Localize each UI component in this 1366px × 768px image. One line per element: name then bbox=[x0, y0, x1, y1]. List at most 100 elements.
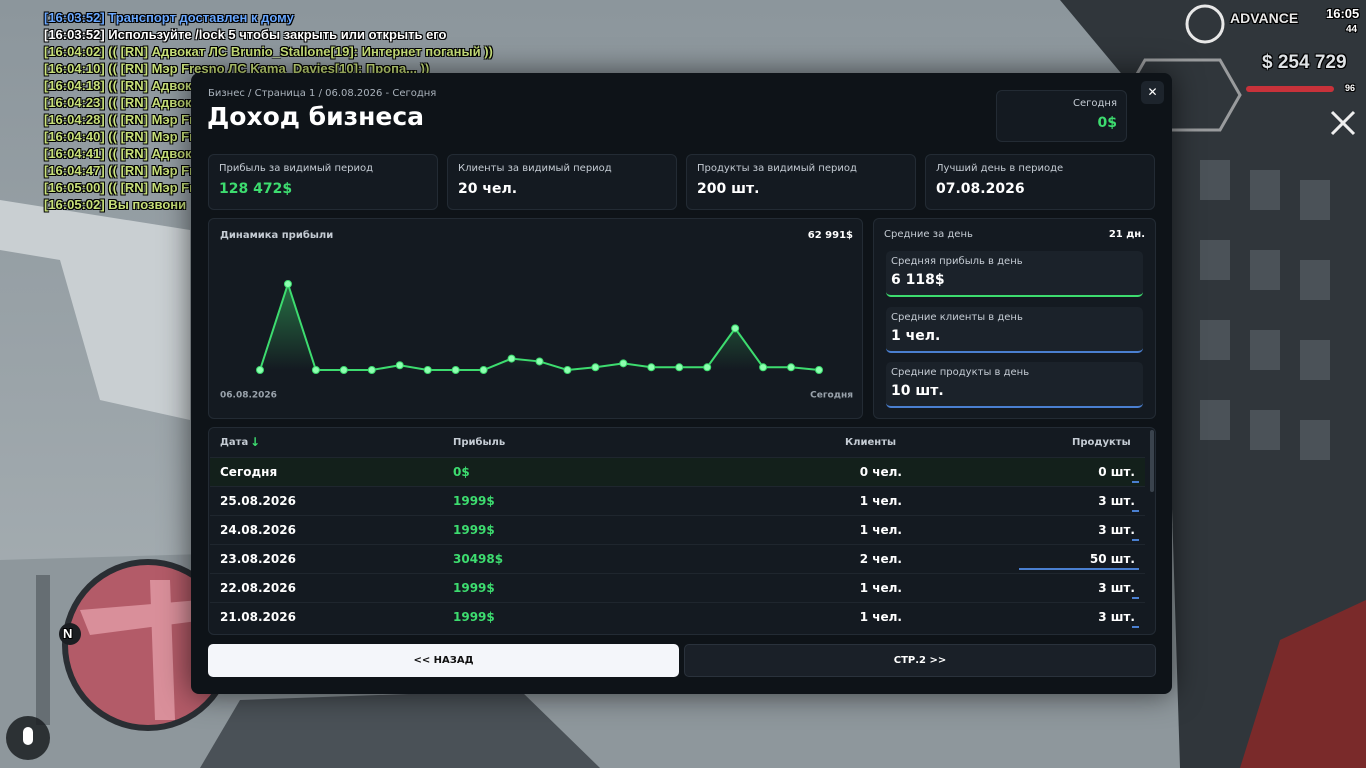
table-row: 24.08.2026 1999$ 1 чел. 3 шт. bbox=[210, 515, 1145, 545]
profit-point bbox=[395, 361, 404, 370]
online: 44 bbox=[1346, 24, 1358, 35]
column-header: Прибыль bbox=[453, 437, 506, 448]
products-bar bbox=[1132, 481, 1139, 483]
average-label: Средние клиенты в день bbox=[891, 311, 1023, 323]
chat-line: [16:04:23] (( [RN] Адвок bbox=[44, 95, 192, 110]
profit-point bbox=[563, 366, 572, 374]
average-label: Средняя прибыль в день bbox=[891, 256, 1023, 267]
date: 25.08.2026 bbox=[220, 494, 296, 508]
stat-card: Продукты за видимый период 200 шт. bbox=[686, 154, 916, 210]
chat-line: [16:04:18] (( [RN] Адвок bbox=[44, 78, 192, 93]
chat-line: [16:04:28] (( [RN] Мэр Fr bbox=[44, 112, 195, 127]
chat-line: [16:04:10] (( [RN] Мэр Fresno ЛС Kama_Da… bbox=[44, 61, 430, 76]
chat-line: [16:03:52] Транспорт доставлен к дому bbox=[44, 10, 294, 25]
profit-point bbox=[367, 366, 376, 374]
average-value: 10 шт. bbox=[891, 383, 944, 399]
average-label: Средние продукты в день bbox=[891, 367, 1030, 378]
profit: 1999$ bbox=[453, 610, 495, 624]
clients: 1 чел. bbox=[859, 610, 902, 624]
chat-line: [16:05:00] (( [RN] Мэр Fr bbox=[44, 180, 195, 195]
stat-value: 20 чел. bbox=[458, 181, 518, 197]
products: 3 шт. bbox=[1098, 494, 1135, 508]
chat-line: [16:04:47] (( [RN] Мэр Fr bbox=[44, 163, 195, 178]
profit-point bbox=[451, 366, 460, 374]
date: Сегодня bbox=[220, 465, 278, 479]
table-row: 21.08.2026 1999$ 1 чел. 3 шт. bbox=[210, 602, 1145, 632]
date: 21.08.2026 bbox=[220, 610, 296, 624]
table-row: 22.08.2026 1999$ 1 чел. 3 шт. bbox=[210, 573, 1145, 603]
products-bar bbox=[1131, 539, 1139, 541]
profit-point bbox=[647, 363, 656, 372]
profit-point bbox=[479, 366, 488, 374]
products-bar bbox=[1131, 510, 1139, 512]
profit-point bbox=[759, 363, 768, 372]
stat-label: Клиенты за видимый период bbox=[458, 163, 612, 174]
products-bar bbox=[1019, 568, 1139, 570]
x-tick-label: Сегодня bbox=[810, 391, 853, 401]
chart-panel: Динамика прибыли 62 991$ 06.08.2026 Сегод… bbox=[208, 218, 863, 419]
stat-label: Прибыль за видимый период bbox=[219, 163, 374, 174]
business-income-modal: Бизнес / Страница 1 / 06.08.2026 - Сегод… bbox=[191, 73, 1172, 694]
stat-value: 07.08.2026 bbox=[936, 181, 1025, 197]
profit-point bbox=[535, 357, 544, 366]
products: 3 шт. bbox=[1098, 610, 1135, 624]
stat-value: 128 472$ bbox=[219, 181, 293, 197]
sort-indicator: ↓ bbox=[250, 435, 261, 449]
today-box: Сегодня 0$ bbox=[996, 90, 1127, 142]
server-name: ADVANCE bbox=[1230, 10, 1299, 26]
modal-title: Доход бизнеса bbox=[207, 102, 425, 131]
chat-line: [16:05:02] Вы позвони bbox=[44, 197, 187, 212]
profit-point bbox=[507, 354, 516, 363]
average-card: Средняя прибыль в день 6 118$ bbox=[886, 251, 1143, 297]
x-tick-label: 06.08.2026 bbox=[220, 391, 277, 401]
products: 50 шт. bbox=[1089, 552, 1135, 566]
chat: [16:03:52] Транспорт доставлен к дому [16… bbox=[44, 10, 493, 214]
products: 3 шт. bbox=[1098, 523, 1135, 537]
chart-title: Динамика прибыли bbox=[220, 229, 333, 241]
clients: 1 чел. bbox=[859, 581, 902, 595]
compass: N bbox=[63, 626, 73, 641]
table-row: 25.08.2026 1999$ 1 чел. 3 шт. bbox=[210, 486, 1145, 516]
profit: 1999$ bbox=[453, 523, 495, 537]
profit: 1999$ bbox=[453, 494, 495, 508]
profit-point bbox=[423, 366, 432, 374]
next-button[interactable]: СТР.2 >> bbox=[684, 644, 1156, 677]
column-header: Клиенты bbox=[845, 437, 897, 448]
stat-value: 200 шт. bbox=[697, 181, 760, 197]
table-row: Сегодня 0$ 0 чел. 0 шт. bbox=[210, 457, 1145, 487]
averages-title: Средние за день bbox=[884, 229, 973, 240]
average-card: Средние продукты в день 10 шт. bbox=[886, 362, 1143, 408]
profit-point bbox=[703, 363, 712, 372]
stat-card: Прибыль за видимый период 128 472$ bbox=[208, 154, 438, 210]
profit-chart: Динамика прибыли 62 991$ 06.08.2026 Сегод… bbox=[220, 229, 853, 401]
clients: 2 чел. bbox=[859, 552, 902, 566]
stat-card: Клиенты за видимый период 20 чел. bbox=[447, 154, 677, 210]
chat-line: [16:04:40] (( [RN] Мэр Fr bbox=[44, 129, 195, 144]
products-bar bbox=[1131, 626, 1139, 628]
money: $ 254 729 bbox=[1262, 52, 1347, 73]
products: 3 шт. bbox=[1098, 581, 1135, 595]
clients: 1 чел. bbox=[859, 494, 902, 508]
column-header: Дата bbox=[220, 437, 249, 448]
products-bar bbox=[1131, 597, 1139, 599]
averages-days: 21 дн. bbox=[1108, 229, 1145, 240]
profit-point bbox=[731, 324, 740, 333]
close-button[interactable]: ✕ bbox=[1141, 81, 1164, 104]
back-button[interactable]: << НАЗАД bbox=[208, 644, 679, 677]
average-value: 6 118$ bbox=[891, 272, 945, 288]
clients: 1 чел. bbox=[859, 523, 902, 537]
profit: 30498$ bbox=[453, 552, 504, 566]
clock: 16:05 bbox=[1326, 6, 1360, 21]
profit-point bbox=[591, 363, 600, 372]
profit-point bbox=[815, 366, 823, 374]
average-card: Средние клиенты в день 1 чел. bbox=[886, 306, 1143, 353]
chat-line: [16:04:41] (( [RN] Адвок bbox=[44, 146, 192, 161]
profit: 1999$ bbox=[453, 581, 495, 595]
date: 23.08.2026 bbox=[220, 552, 296, 566]
health: 96 bbox=[1345, 83, 1356, 93]
profit-point bbox=[619, 359, 628, 368]
profit-point bbox=[256, 366, 264, 374]
profit: 0$ bbox=[453, 465, 470, 479]
chart-max: 62 991$ bbox=[808, 230, 853, 241]
